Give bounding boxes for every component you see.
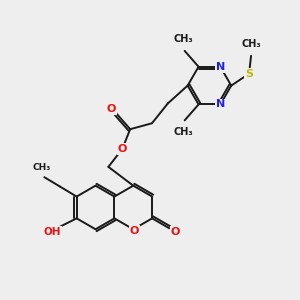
Text: S: S: [245, 69, 253, 79]
Text: O: O: [107, 104, 116, 114]
Text: CH₃: CH₃: [174, 34, 194, 44]
Text: OH: OH: [44, 227, 61, 237]
Text: CH₃: CH₃: [241, 39, 261, 49]
Text: CH₃: CH₃: [32, 163, 50, 172]
Text: N: N: [216, 62, 225, 72]
Text: O: O: [118, 144, 127, 154]
Text: O: O: [130, 226, 139, 236]
Text: CH₃: CH₃: [174, 127, 194, 137]
Text: N: N: [216, 100, 225, 110]
Text: O: O: [171, 227, 180, 237]
